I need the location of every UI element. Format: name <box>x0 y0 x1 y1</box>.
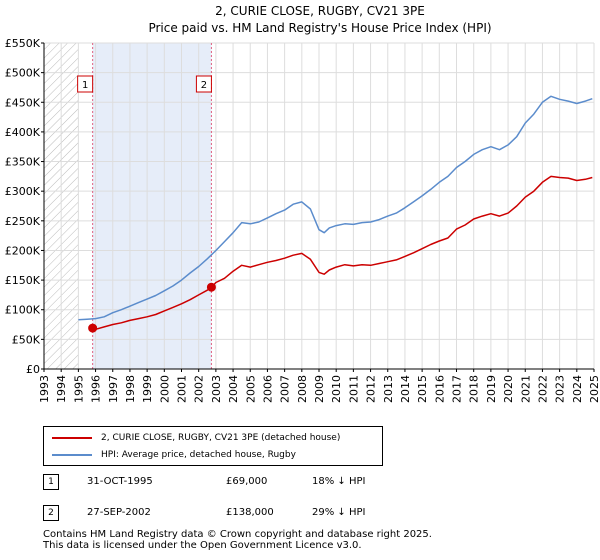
y-tick-label: £450K <box>5 96 41 109</box>
x-tick-label: 2011 <box>347 375 360 403</box>
sale-label-box-1 <box>77 75 94 93</box>
x-tick-label: 2009 <box>313 375 326 403</box>
x-tick-label: 1993 <box>38 375 51 403</box>
chart-subtitle: Price paid vs. HM Land Registry's House … <box>148 21 491 35</box>
price-chart: 2, CURIE CLOSE, RUGBY, CV21 3PE Price pa… <box>5 4 600 403</box>
x-tick-label: 2016 <box>433 375 446 403</box>
x-tick-label: 2005 <box>244 375 257 403</box>
sale-point-1 <box>88 323 98 333</box>
x-tick-label: 2012 <box>365 375 378 403</box>
x-tick-label: 1998 <box>124 375 137 403</box>
sale-badge: 1 <box>43 474 59 490</box>
sale-date: 27-SEP-2002 <box>87 507 151 518</box>
x-tick-label: 2013 <box>382 375 395 403</box>
x-tick-label: 2004 <box>227 375 240 403</box>
x-tick-label: 2007 <box>279 375 292 403</box>
series-line-property <box>92 175 593 331</box>
y-tick-label: £550K <box>5 37 41 50</box>
x-tick-label: 2019 <box>485 375 498 403</box>
chart-title: 2, CURIE CLOSE, RUGBY, CV21 3PE <box>215 4 425 18</box>
y-tick-label: £200K <box>5 244 41 257</box>
x-tick-label: 2008 <box>296 375 309 403</box>
y-tick-label: £500K <box>5 67 41 80</box>
sale-label-box-2 <box>195 75 212 93</box>
x-tick-label: 2002 <box>193 375 206 403</box>
x-tick-label: 1997 <box>107 375 120 403</box>
footer-line-1: Contains HM Land Registry data © Crown c… <box>43 529 432 540</box>
x-tick-label: 2003 <box>210 375 223 403</box>
sale-badge: 2 <box>43 505 59 521</box>
sale-point-2 <box>206 282 216 292</box>
legend-label-property: 2, CURIE CLOSE, RUGBY, CV21 3PE (detache… <box>101 433 341 443</box>
x-tick-label: 2024 <box>571 375 584 403</box>
sale-row-2: 2 27-SEP-2002 £138,000 29% ↓ HPI <box>43 505 563 523</box>
axes: £0 £50K £100K £150K £200K £250K £300K £350K £400… <box>5 37 600 403</box>
legend-label-hpi: HPI: Average price, detached house, Rugb… <box>101 450 296 460</box>
y-tick-label: £0 <box>26 363 40 376</box>
series-line-hpi <box>78 95 593 321</box>
x-tick-label: 2020 <box>502 375 515 403</box>
legend-item-hpi: HPI: Average price, detached house, Rugb… <box>52 447 296 463</box>
y-tick-label: £150K <box>5 274 41 287</box>
series-lines <box>78 95 593 331</box>
x-tick-label: 2021 <box>519 375 532 403</box>
x-tick-label: 1996 <box>90 375 103 403</box>
x-tick-label: 2017 <box>451 375 464 403</box>
x-tick-label: 2014 <box>399 375 412 403</box>
footer-line-2: This data is licensed under the Open Gov… <box>43 540 362 551</box>
x-tick-label: 2018 <box>468 375 481 403</box>
legend-item-property: 2, CURIE CLOSE, RUGBY, CV21 3PE (detache… <box>52 430 340 446</box>
x-tick-label: 2001 <box>176 375 189 403</box>
sale-label-1: 1 <box>82 80 88 91</box>
x-tick-label: 1994 <box>55 375 68 403</box>
y-tick-label: £250K <box>5 215 41 228</box>
y-tick-label: £300K <box>5 185 41 198</box>
x-tick-label: 2010 <box>330 375 343 403</box>
x-tick-label: 2000 <box>158 375 171 403</box>
footer-attribution: Contains HM Land Registry data © Crown c… <box>43 529 432 551</box>
grid-lines <box>43 42 595 370</box>
sale-date: 31-OCT-1995 <box>87 476 153 487</box>
x-tick-label: 1999 <box>141 375 154 403</box>
x-tick-label: 2025 <box>588 375 600 403</box>
x-tick-label: 2006 <box>261 375 274 403</box>
sale-hpi-diff: 29% ↓ HPI <box>312 507 366 518</box>
y-tick-label: £400K <box>5 126 41 139</box>
shaded-ownership-region <box>92 43 212 369</box>
x-tick-label: 2023 <box>554 375 567 403</box>
x-tick-label: 2022 <box>536 375 549 403</box>
y-tick-label: £350K <box>5 156 41 169</box>
legend: 2, CURIE CLOSE, RUGBY, CV21 3PE (detache… <box>43 426 383 466</box>
legend-swatch-hpi <box>52 454 92 456</box>
legend-swatch-property <box>52 437 92 439</box>
y-tick-label: £50K <box>12 333 41 346</box>
sale-hpi-diff: 18% ↓ HPI <box>312 476 366 487</box>
sale-row-1: 1 31-OCT-1995 £69,000 18% ↓ HPI <box>43 474 563 492</box>
sale-price: £69,000 <box>226 476 268 487</box>
sale-label-2: 2 <box>201 80 207 91</box>
x-tick-label: 2015 <box>416 375 429 403</box>
sale-price: £138,000 <box>226 507 274 518</box>
x-tick-label: 1995 <box>72 375 85 403</box>
y-tick-label: £100K <box>5 304 41 317</box>
